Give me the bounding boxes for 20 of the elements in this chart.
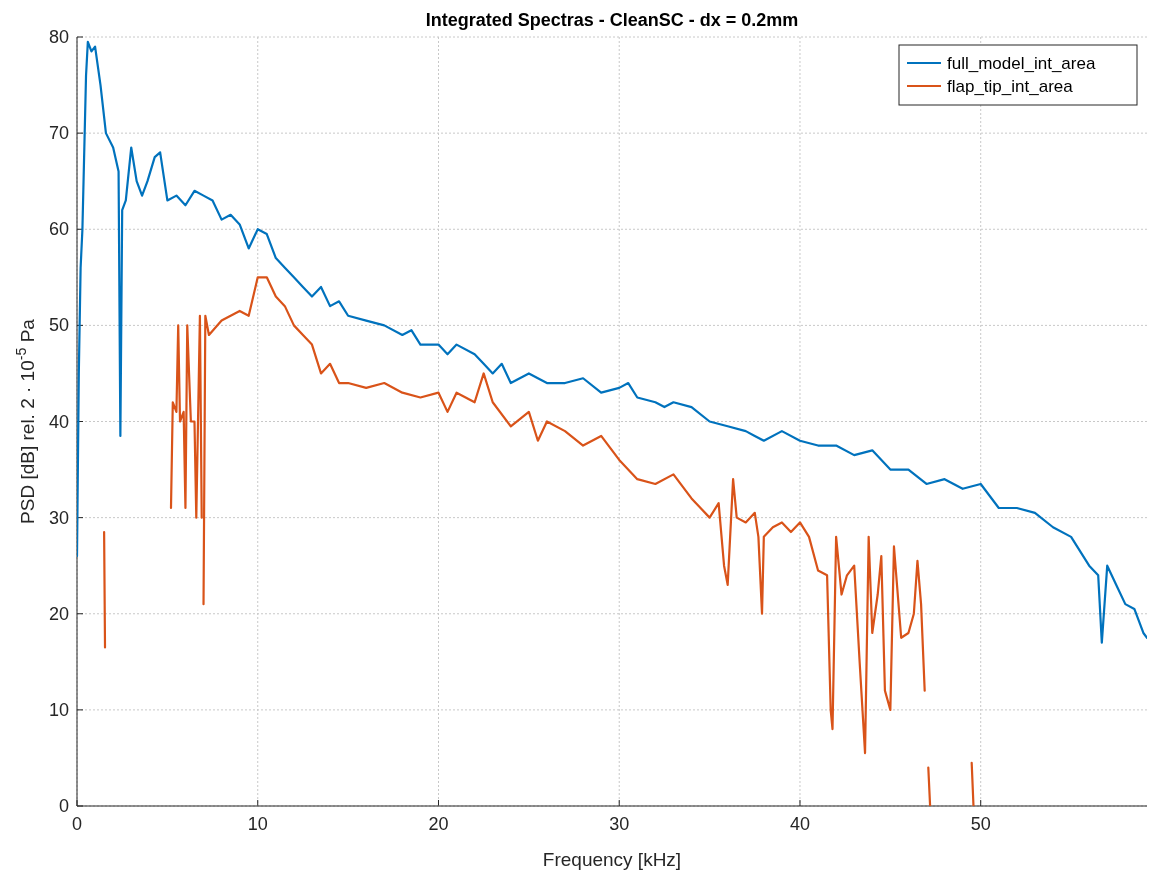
x-tick-label: 10 [247, 814, 268, 834]
y-tick-label: 50 [48, 315, 69, 336]
y-tick-label: 20 [48, 603, 69, 624]
y-tick-label: 60 [48, 219, 69, 240]
y-tick-label: 30 [48, 507, 69, 528]
x-tick-label: 0 [71, 814, 83, 834]
y-tick-label: 70 [48, 123, 69, 144]
y-tick-label: 0 [58, 796, 69, 816]
x-axis-title: Frequency [kHz] [542, 849, 682, 870]
x-tick-label: 50 [970, 814, 991, 834]
x-tick-label: 40 [789, 814, 810, 834]
x-tick-label: 30 [609, 814, 630, 834]
y-tick-label: 80 [48, 27, 69, 47]
legend-label: full_model_int_area [947, 54, 1096, 73]
y-tick-label: 40 [48, 411, 69, 432]
y-tick-label: 10 [48, 699, 69, 720]
x-tick-label: 20 [428, 814, 449, 834]
legend-label: flap_tip_int_area [947, 77, 1074, 96]
line-series [77, 40, 1147, 644]
chart-title: Integrated Spectras - CleanSC - dx = 0.2mm [425, 10, 799, 30]
